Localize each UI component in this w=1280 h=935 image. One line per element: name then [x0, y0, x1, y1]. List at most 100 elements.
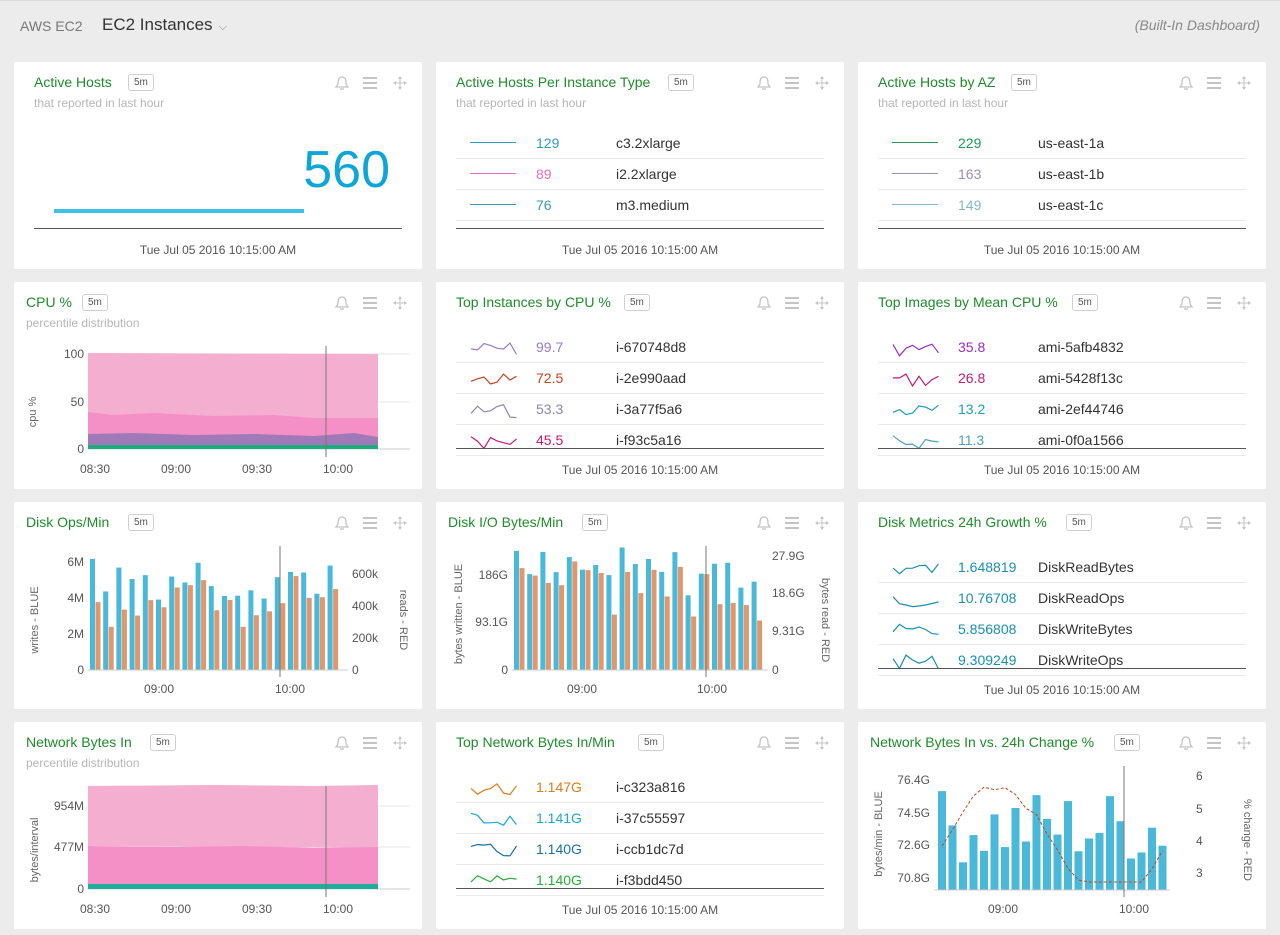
interval-badge[interactable]: 5m [582, 514, 608, 531]
menu-icon[interactable] [1204, 74, 1224, 92]
breadcrumb-aws-ec2[interactable]: AWS EC2 [20, 18, 83, 34]
list-item[interactable]: 11.3 ami-0f0a1566 [878, 425, 1246, 456]
move-icon[interactable] [390, 514, 410, 532]
card-title[interactable]: Disk Metrics 24h Growth % [878, 514, 1047, 530]
metric-value: 13.2 [958, 401, 986, 417]
interval-badge[interactable]: 5m [82, 294, 108, 311]
list-item[interactable]: 10.76708 DiskReadOps [878, 583, 1246, 614]
list-item[interactable]: 76 m3.medium [456, 190, 824, 221]
list-item[interactable]: 1.140G i-f3bdd450 [456, 865, 824, 896]
bell-icon[interactable] [332, 74, 352, 92]
disk-ops-bar-chart[interactable]: writes - BLUE reads - RED 6M 4M 2M 0 600… [14, 502, 422, 709]
list-item[interactable]: 129 c3.2xlarge [456, 128, 824, 159]
card-title[interactable]: CPU % [26, 294, 72, 310]
card-title[interactable]: Network Bytes In [26, 734, 132, 750]
bell-icon[interactable] [1176, 74, 1196, 92]
bell-icon[interactable] [332, 734, 352, 752]
y-tick: 0 [77, 442, 84, 456]
bar [514, 550, 519, 670]
card-title[interactable]: Disk I/O Bytes/Min [448, 514, 564, 530]
bell-icon[interactable] [754, 514, 774, 532]
card-title[interactable]: Active Hosts by AZ [878, 74, 996, 90]
move-icon[interactable] [390, 74, 410, 92]
card-title[interactable]: Top Instances by CPU % [456, 294, 611, 310]
list-item[interactable]: 89 i2.2xlarge [456, 159, 824, 190]
card-title[interactable]: Active Hosts Per Instance Type [456, 74, 651, 90]
list-item[interactable]: 149 us-east-1c [878, 190, 1246, 221]
list-item[interactable]: 163 us-east-1b [878, 159, 1246, 190]
menu-icon[interactable] [360, 74, 380, 92]
bell-icon[interactable] [332, 514, 352, 532]
interval-badge[interactable]: 5m [1114, 734, 1140, 751]
list-item[interactable]: 72.5 i-2e990aad [456, 363, 824, 394]
list-item[interactable]: 229 us-east-1a [878, 128, 1246, 159]
move-icon[interactable] [1234, 734, 1254, 752]
cpu-area-chart[interactable]: cpu % 100 50 0 08:30 09:00 09:30 10:00 [14, 282, 422, 489]
interval-badge[interactable]: 5m [624, 294, 650, 311]
bell-icon[interactable] [332, 294, 352, 312]
card-title[interactable]: Network Bytes In vs. 24h Change % [870, 734, 1095, 750]
bar [559, 585, 565, 670]
interval-badge[interactable]: 5m [1066, 514, 1092, 531]
interval-badge[interactable]: 5m [128, 514, 154, 531]
list-item[interactable]: 1.648819 DiskReadBytes [878, 552, 1246, 583]
network-change-combo-chart[interactable]: bytes/min - BLUE % change - RED 76.4G 74… [858, 722, 1266, 929]
metric-value: 89 [536, 166, 552, 182]
list-item[interactable]: 1.141G i-37c55597 [456, 803, 824, 834]
list-item[interactable]: 53.3 i-3a77f5a6 [456, 394, 824, 425]
move-icon[interactable] [1234, 74, 1254, 92]
interval-badge[interactable]: 5m [128, 74, 154, 91]
interval-badge[interactable]: 5m [1011, 74, 1037, 91]
network-bytes-in-area-chart[interactable]: bytes/interval 954M 477M 0 08:30 09:00 0… [14, 722, 422, 929]
interval-badge[interactable]: 5m [1072, 294, 1098, 311]
card-title[interactable]: Active Hosts [34, 74, 112, 90]
move-icon[interactable] [812, 74, 832, 92]
list-item[interactable]: 5.856808 DiskWriteBytes [878, 614, 1246, 645]
list-item[interactable]: 45.5 i-f93c5a16 [456, 425, 824, 456]
menu-icon[interactable] [360, 734, 380, 752]
menu-icon[interactable] [360, 514, 380, 532]
interval-badge[interactable]: 5m [150, 734, 176, 751]
bell-icon[interactable] [1176, 514, 1196, 532]
card-title[interactable]: Top Images by Mean CPU % [878, 294, 1058, 310]
menu-icon[interactable] [782, 294, 802, 312]
bell-icon[interactable] [754, 74, 774, 92]
interval-badge[interactable]: 5m [638, 734, 664, 751]
menu-icon[interactable] [1204, 514, 1224, 532]
card-title[interactable]: Disk Ops/Min [26, 514, 110, 530]
area-band-upper [88, 785, 378, 848]
timestamp: Tue Jul 05 2016 10:15:00 AM [561, 903, 719, 917]
disk-io-bar-chart[interactable]: bytes written - BLUE bytes read - RED 18… [436, 502, 844, 709]
list-item[interactable]: 13.2 ami-2ef44746 [878, 394, 1246, 425]
move-icon[interactable] [1234, 514, 1254, 532]
move-icon[interactable] [390, 734, 410, 752]
menu-icon[interactable] [782, 74, 802, 92]
move-icon[interactable] [1234, 294, 1254, 312]
bell-icon[interactable] [1176, 294, 1196, 312]
list-item[interactable]: 1.147G i-c323a816 [456, 772, 824, 803]
menu-icon[interactable] [1204, 734, 1224, 752]
top-bar: AWS EC2 EC2 Instances ⌵ (Built-In Dashboa… [0, 0, 1280, 50]
bell-icon[interactable] [754, 734, 774, 752]
card-title[interactable]: Top Network Bytes In/Min [456, 734, 615, 750]
move-icon[interactable] [390, 294, 410, 312]
move-icon[interactable] [812, 294, 832, 312]
list-item[interactable]: 9.309249 DiskWriteOps [878, 645, 1246, 676]
list-item[interactable]: 35.8 ami-5afb4832 [878, 332, 1246, 363]
move-icon[interactable] [812, 734, 832, 752]
bell-icon[interactable] [1176, 734, 1196, 752]
y-tick-left: 186G [479, 568, 508, 582]
list-item[interactable]: 99.7 i-670748d8 [456, 332, 824, 363]
menu-icon[interactable] [360, 294, 380, 312]
list-item[interactable]: 26.8 ami-5428f13c [878, 363, 1246, 394]
interval-badge[interactable]: 5m [668, 74, 694, 91]
menu-icon[interactable] [1204, 294, 1224, 312]
move-icon[interactable] [812, 514, 832, 532]
area-band-mid [88, 846, 378, 885]
dashboard-selector[interactable]: EC2 Instances ⌵ [102, 15, 227, 35]
list-item[interactable]: 1.140G i-ccb1dc7d [456, 834, 824, 865]
menu-icon[interactable] [782, 734, 802, 752]
bar [314, 593, 320, 670]
bell-icon[interactable] [754, 294, 774, 312]
menu-icon[interactable] [782, 514, 802, 532]
